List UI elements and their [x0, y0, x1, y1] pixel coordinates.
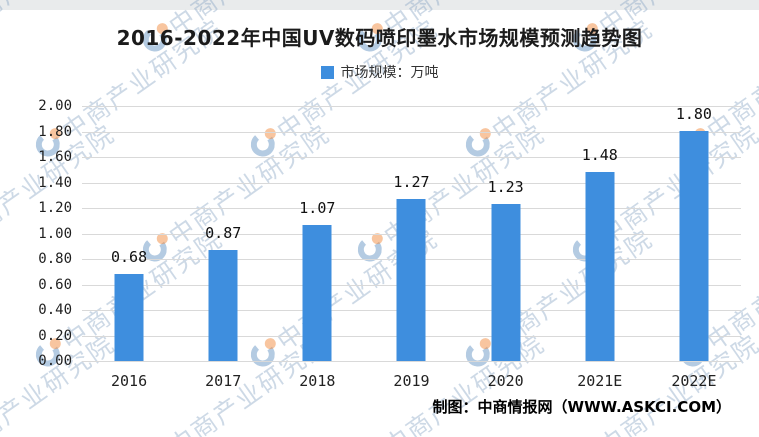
source-attribution: 制图：中商情报网（WWW.ASKCI.COM）: [432, 398, 731, 416]
bar-columns: 0.68 2016 0.87 2017 1.07 2018 1.27 2019 1.23 2020…: [82, 105, 741, 390]
bar-column: 1.27 2019: [364, 106, 458, 390]
gridline: [82, 182, 741, 184]
bar-value-label: 1.23: [487, 178, 524, 196]
bar-2017: [208, 250, 238, 361]
x-tick-label: 2017: [205, 372, 242, 390]
bar-value-label: 0.87: [205, 224, 242, 242]
x-tick-label: 2022E: [671, 372, 717, 390]
bar-value-label: 1.80: [675, 105, 712, 123]
bar-column: 1.07 2018: [270, 106, 364, 390]
bar-2019: [396, 199, 426, 361]
bar-column: 0.68 2016: [82, 106, 176, 390]
bar-2020: [491, 204, 521, 361]
gridline: [82, 361, 741, 362]
bar-column: 1.48 2021E: [553, 106, 647, 390]
bar-value-label: 1.07: [299, 199, 336, 217]
bar-value-label: 1.48: [581, 146, 618, 164]
bar-column: 1.80 2022E: [647, 105, 741, 390]
y-tick-label: 1.60: [38, 149, 72, 165]
y-tick-label: 1.80: [38, 123, 72, 140]
bar-column: 1.23 2020: [459, 106, 553, 390]
x-tick-label: 2020: [487, 372, 524, 390]
y-tick-label: 0.40: [38, 302, 72, 318]
bar-value-label: 0.68: [111, 248, 148, 266]
y-tick-label: 0.20: [38, 327, 72, 344]
bar-column: 0.87 2017: [176, 106, 270, 390]
chart-title: 2016-2022年中国UV数码喷印墨水市场规模预测趋势图: [116, 26, 643, 50]
legend: 市场规模：万吨: [0, 62, 759, 82]
y-tick-label: 0.60: [38, 276, 72, 293]
y-tick-label: 1.20: [38, 200, 72, 216]
gridline: [82, 106, 741, 107]
bar-value-label: 1.27: [393, 173, 430, 191]
bar-2016: [114, 274, 144, 361]
y-tick-label: 2.00: [38, 98, 72, 114]
y-tick-label: 0.00: [38, 353, 72, 369]
bar-2018: [302, 225, 332, 361]
y-tick-label: 0.80: [38, 251, 72, 267]
bar-2021E: [585, 172, 615, 361]
x-tick-label: 2018: [299, 372, 336, 390]
plot-area: 2.00 1.80 1.60 1.40 1.20 1.00 0.80 0.60 0.40 0.20…: [38, 98, 741, 390]
top-border-strip: [0, 0, 759, 10]
y-tick-label: 1.40: [38, 174, 72, 191]
legend-label: 市场规模：万吨: [340, 65, 439, 81]
x-tick-label: 2019: [393, 372, 430, 390]
x-tick-label: 2016: [111, 372, 148, 390]
x-tick-label: 2021E: [577, 372, 623, 390]
bar-2022E: [679, 131, 709, 361]
gridline: [82, 157, 741, 158]
gridline: [82, 131, 741, 133]
y-tick-label: 1.00: [38, 225, 72, 242]
legend-marker-icon: [320, 65, 334, 79]
